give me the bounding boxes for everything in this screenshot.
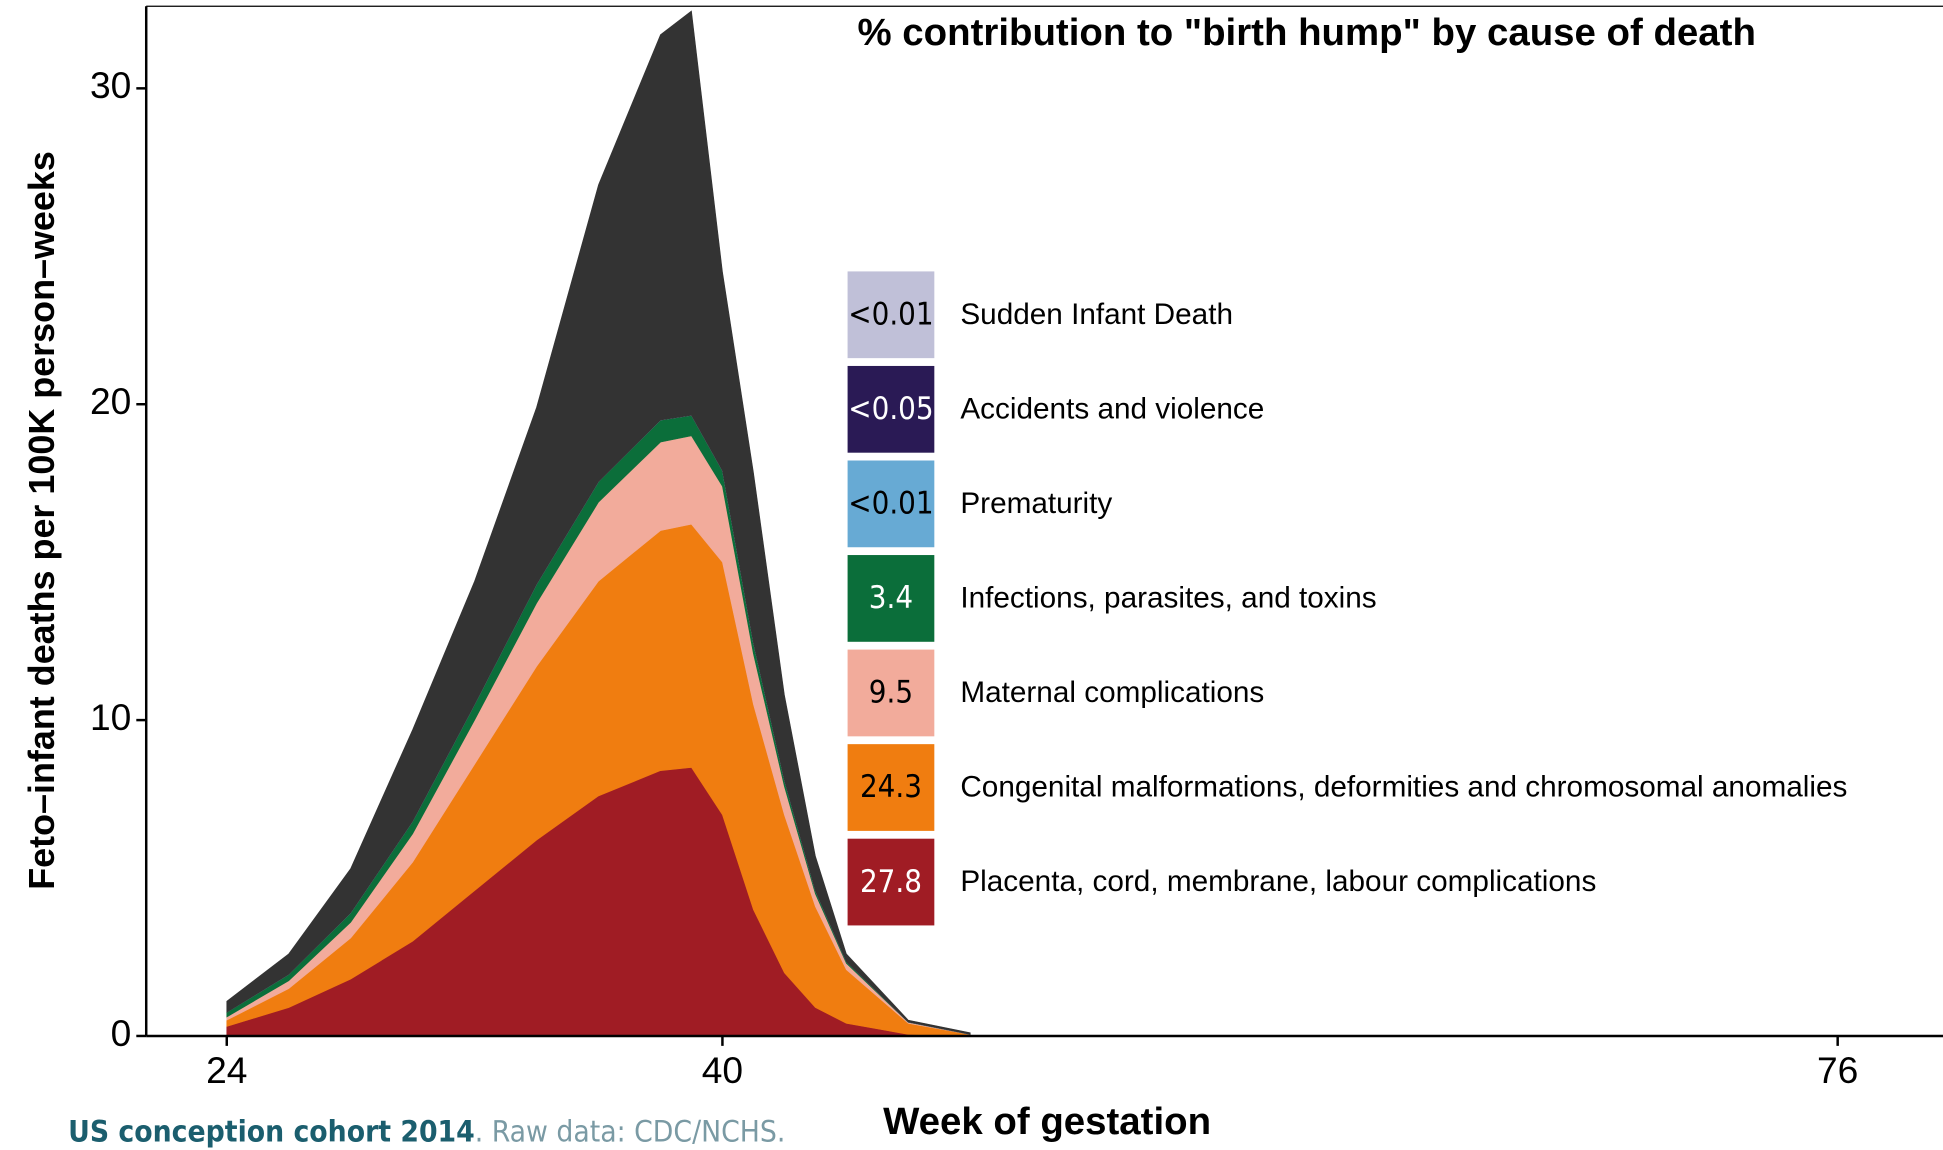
y-tick-label: 20: [90, 380, 131, 422]
legend-value: <0.01: [848, 297, 933, 333]
x-tick-label: 24: [206, 1049, 247, 1091]
legend-label: Infections, parasites, and toxins: [960, 582, 1376, 615]
legend-value: <0.01: [848, 486, 933, 522]
y-tick-label: 10: [90, 696, 131, 738]
legend-swatch: [847, 744, 935, 831]
y-tick-label: 30: [90, 64, 131, 106]
legend-label: Accidents and violence: [960, 392, 1264, 425]
legend-swatch: [847, 460, 935, 548]
legend-swatch: [847, 649, 935, 737]
x-tick-label: 76: [1817, 1049, 1858, 1091]
chart-title: % contribution to "birth hump" by cause …: [857, 11, 1755, 54]
legend-label: Placenta, cord, membrane, labour complic…: [960, 865, 1596, 898]
legend-swatch: [847, 365, 935, 453]
area: [226, 10, 971, 1035]
legend-swatch: [847, 271, 935, 359]
source-note: US conception cohort 2014. Raw data: CDC…: [68, 1114, 785, 1149]
legend-label: Congenital malformations, deformities an…: [960, 771, 1847, 804]
source-cohort: US conception cohort 2014: [68, 1114, 475, 1149]
legend-value: 24.3: [860, 769, 922, 805]
legend-swatch: [847, 555, 935, 642]
legend-value: 9.5: [869, 675, 913, 711]
plot-area: [226, 10, 971, 1037]
legend-label: Prematurity: [960, 487, 1112, 520]
legend-label: Sudden Infant Death: [960, 298, 1233, 331]
x-tick-label: 40: [702, 1049, 743, 1091]
legend-value: 3.4: [869, 580, 913, 616]
x-axis-label: Week of gestation: [883, 1100, 1211, 1143]
legend-value: 27.8: [860, 864, 922, 900]
legend-swatch: [847, 838, 935, 926]
source-text: . Raw data: CDC/NCHS.: [475, 1114, 786, 1149]
y-axis-label: Feto–infant deaths per 100K person–weeks: [21, 151, 62, 890]
y-tick-label: 0: [111, 1012, 132, 1054]
legend-label: Maternal complications: [960, 676, 1264, 709]
legend-value: <0.05: [848, 391, 933, 427]
